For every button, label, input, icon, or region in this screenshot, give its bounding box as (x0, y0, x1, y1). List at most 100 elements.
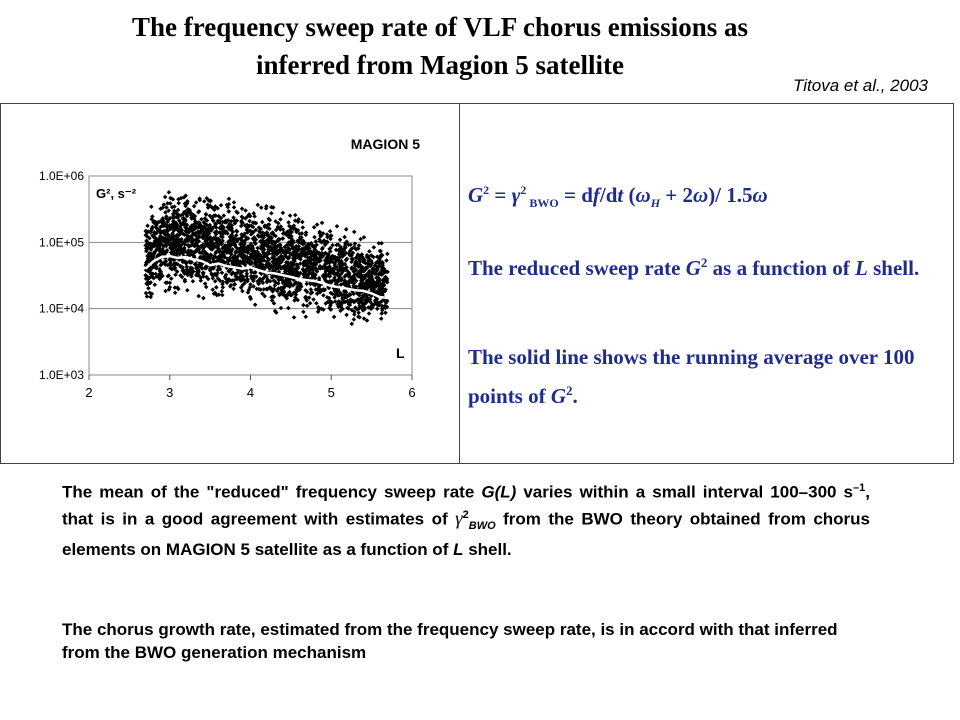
scatter-point (249, 261, 254, 266)
scatter-point (370, 268, 376, 274)
scatter-point (214, 273, 219, 278)
scatter-point (304, 281, 309, 287)
scatter-point (304, 261, 310, 266)
title-line-2: inferred from Magion 5 satellite (256, 50, 624, 80)
scatter-point (338, 302, 344, 308)
scatter-point (168, 235, 174, 241)
scatter-point (254, 286, 259, 292)
scatter-point (174, 210, 179, 216)
scatter-point (211, 291, 217, 297)
scatter-point (185, 287, 190, 293)
scatter-point (321, 307, 326, 312)
scatter-point (171, 239, 176, 244)
scatter-point (220, 285, 226, 290)
scatter-point (209, 271, 214, 276)
scatter-point (243, 208, 248, 213)
scatter-point (276, 286, 281, 291)
scatter-point (364, 318, 370, 323)
scatter-point (327, 255, 332, 260)
scatter-point (353, 259, 359, 264)
scatter-point (336, 299, 342, 304)
scatter-point (149, 252, 154, 257)
slide-title: The frequency sweep rate of VLF chorus e… (40, 8, 840, 84)
scatter-point (304, 243, 309, 248)
y-tick-labels: 1.0E+03 1.0E+04 1.0E+05 1.0E+06 (39, 169, 84, 382)
scatter-point (307, 300, 313, 306)
scatter-point (278, 249, 284, 255)
x-axis-label: L (396, 345, 405, 361)
scatter-point (372, 271, 378, 276)
scatter-point (360, 293, 366, 298)
scatter-point (201, 295, 206, 301)
scatter-point (150, 214, 155, 219)
scatter-point (232, 257, 238, 262)
scatter-point (198, 278, 204, 283)
scatter-point (175, 207, 181, 213)
scatter-point (317, 263, 323, 269)
scatter-point (145, 223, 150, 229)
scatter-point (367, 257, 373, 263)
scatter-point (323, 271, 328, 277)
scatter-point (272, 283, 278, 288)
scatter-point (378, 299, 383, 305)
scatter-point (187, 259, 193, 265)
scatter-point (178, 220, 183, 226)
scatter-point (230, 234, 236, 240)
scatter-point (360, 284, 366, 289)
scatter-point (374, 306, 380, 312)
scatter-point (169, 276, 174, 281)
scatter-point (297, 231, 302, 236)
scatter-point (247, 213, 253, 219)
scatter-point (229, 218, 234, 224)
scatter-point (230, 270, 236, 275)
gamma-formula: G2 = γ2 BWO = df/dt (ωH + 2ω)/ 1.5ω (468, 183, 768, 211)
scatter-point (201, 233, 207, 239)
scatter-point (170, 224, 176, 229)
scatter-point (247, 218, 252, 224)
scatter-point (243, 255, 248, 261)
scatter-point (291, 270, 296, 275)
scatter-point (336, 293, 342, 298)
scatter-point (225, 204, 231, 210)
x-tick-label: 4 (247, 385, 254, 400)
scatter-point (233, 245, 239, 250)
scatter-point (238, 274, 244, 279)
scatter-point (267, 248, 272, 253)
scatter-point (157, 236, 162, 242)
scatter-point (279, 277, 285, 283)
scatter-point (367, 297, 373, 302)
scatter-point (152, 282, 158, 288)
scatter-point (319, 252, 325, 258)
scatter-point (150, 224, 155, 230)
scatter-point (252, 302, 258, 307)
scatter-point (168, 260, 173, 266)
scatter-point (255, 202, 261, 208)
scatter-point (329, 259, 335, 264)
scatter-point (327, 305, 332, 311)
scatter-point (345, 293, 350, 299)
reduced-rate-description: The reduced sweep rate G2 as a function … (468, 255, 920, 280)
scatter-point (217, 278, 223, 284)
scatter-point (317, 229, 322, 235)
scatter-point (311, 297, 316, 302)
scatter-point (180, 231, 186, 236)
scatter-point (349, 321, 355, 327)
scatter-point (364, 286, 370, 291)
scatter-point (262, 265, 268, 271)
scatter-point (244, 273, 249, 279)
scatter-point (247, 294, 253, 300)
scatter-point (373, 297, 378, 303)
scatter-point (270, 289, 275, 294)
growth-rate-paragraph: The chorus growth rate, estimated from t… (62, 620, 838, 662)
scatter-point (265, 286, 270, 292)
scatter-point (178, 213, 184, 218)
scatter-point (352, 312, 357, 317)
scatter-point (152, 230, 157, 235)
scatter-point (254, 259, 260, 265)
scatter-point (214, 241, 220, 246)
scatter-point (356, 310, 361, 316)
scatter-point (192, 231, 198, 236)
scatter-point (210, 276, 216, 281)
scatter-point (288, 260, 294, 266)
scatter-point (334, 271, 340, 277)
